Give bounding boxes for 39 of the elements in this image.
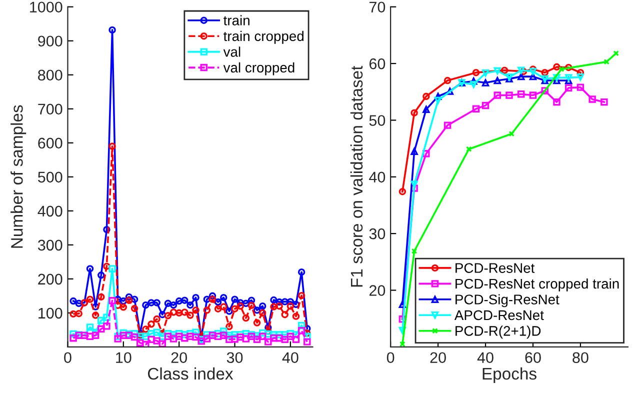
x-tick-label: 0 <box>386 352 394 364</box>
y-tick-label: 200 <box>38 274 62 285</box>
x-tick-label: 80 <box>572 352 588 364</box>
y-tick-label: 60 <box>369 58 386 70</box>
x-tick-label: 40 <box>282 352 298 364</box>
y-tick-label: 900 <box>38 36 62 47</box>
x-tick-label: 0 <box>64 352 72 364</box>
legend-label: PCD-Sig-ResNet <box>456 294 560 308</box>
legend-label: val <box>223 46 240 57</box>
y-tick-label: 100 <box>38 308 62 319</box>
y-tick-label: 400 <box>38 206 62 217</box>
x-axis-title: Class index <box>148 367 234 380</box>
legend-label: train <box>224 15 250 26</box>
y-tick-label: 20 <box>369 285 386 296</box>
y-axis-title: F1 score on validation dataset <box>350 66 363 287</box>
legend-label: PCD-ResNet <box>456 263 535 273</box>
y-tick-label: 600 <box>38 138 62 149</box>
legend-label: APCD-ResNet <box>454 310 544 320</box>
y-tick-label: 50 <box>369 115 386 126</box>
x-tick-label: 30 <box>226 352 243 364</box>
y-tick-label: 800 <box>38 70 62 81</box>
x-tick-label: 10 <box>116 352 132 364</box>
y-tick-label: 1000 <box>30 2 62 13</box>
x-axis-title: Epochs <box>482 367 536 383</box>
legend-label: val cropped <box>223 62 294 76</box>
y-axis-title: Number of samples <box>10 105 26 248</box>
x-tick-label: 60 <box>525 352 541 364</box>
y-tick-label: 500 <box>38 172 62 183</box>
x-tick-label: 40 <box>477 352 494 364</box>
legend-label: PCD-R(2+1)D <box>456 326 541 339</box>
x-tick-label: 20 <box>430 352 446 364</box>
legend-label: PCD-ResNet cropped train <box>456 278 619 292</box>
x-tick-label: 20 <box>171 352 187 364</box>
y-tick-label: 30 <box>369 228 386 240</box>
y-tick-label: 300 <box>38 240 62 251</box>
y-tick-label: 40 <box>369 172 386 183</box>
legend-label: train cropped <box>224 30 304 44</box>
y-tick-label: 700 <box>38 104 62 115</box>
y-tick-label: 70 <box>369 2 386 13</box>
